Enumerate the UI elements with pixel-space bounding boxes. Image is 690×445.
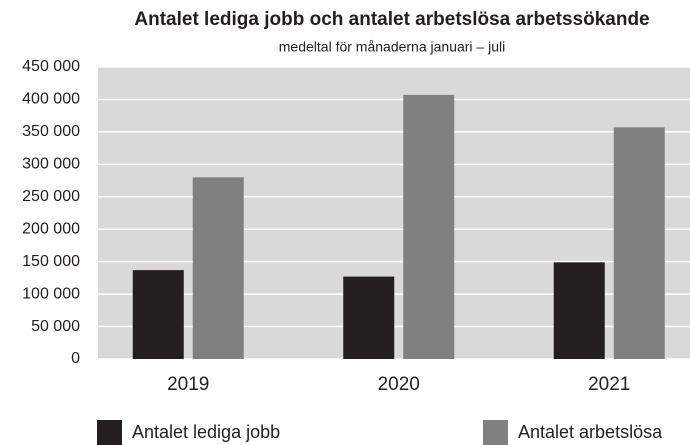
x-tick-label: 2019 — [167, 374, 209, 395]
y-tick-label: 450 000 — [22, 58, 80, 75]
chart-title: Antalet lediga jobb och antalet arbetslö… — [134, 9, 649, 30]
legend-label: Antalet arbetslösa — [518, 422, 663, 442]
legend-swatch — [483, 420, 508, 445]
y-tick-label: 100 000 — [22, 285, 80, 302]
bar — [553, 262, 605, 359]
y-tick-label: 50 000 — [31, 318, 80, 335]
y-tick-label: 400 000 — [22, 91, 80, 108]
y-tick-label: 350 000 — [22, 123, 80, 140]
bar — [192, 177, 244, 359]
bar — [613, 127, 665, 359]
y-tick-label: 200 000 — [22, 220, 80, 237]
x-tick-label: 2020 — [378, 374, 420, 395]
legend-swatch — [97, 420, 122, 445]
bar — [343, 276, 395, 359]
y-tick-label: 0 — [71, 350, 80, 367]
y-tick-label: 250 000 — [22, 188, 80, 205]
x-tick-label: 2021 — [588, 374, 630, 395]
y-tick-label: 150 000 — [22, 253, 80, 270]
legend-label: Antalet lediga jobb — [132, 422, 280, 442]
chart-subtitle: medeltal för månaderna januari – juli — [279, 39, 505, 55]
bar — [132, 270, 184, 359]
bar — [403, 94, 455, 359]
y-tick-label: 300 000 — [22, 156, 80, 173]
